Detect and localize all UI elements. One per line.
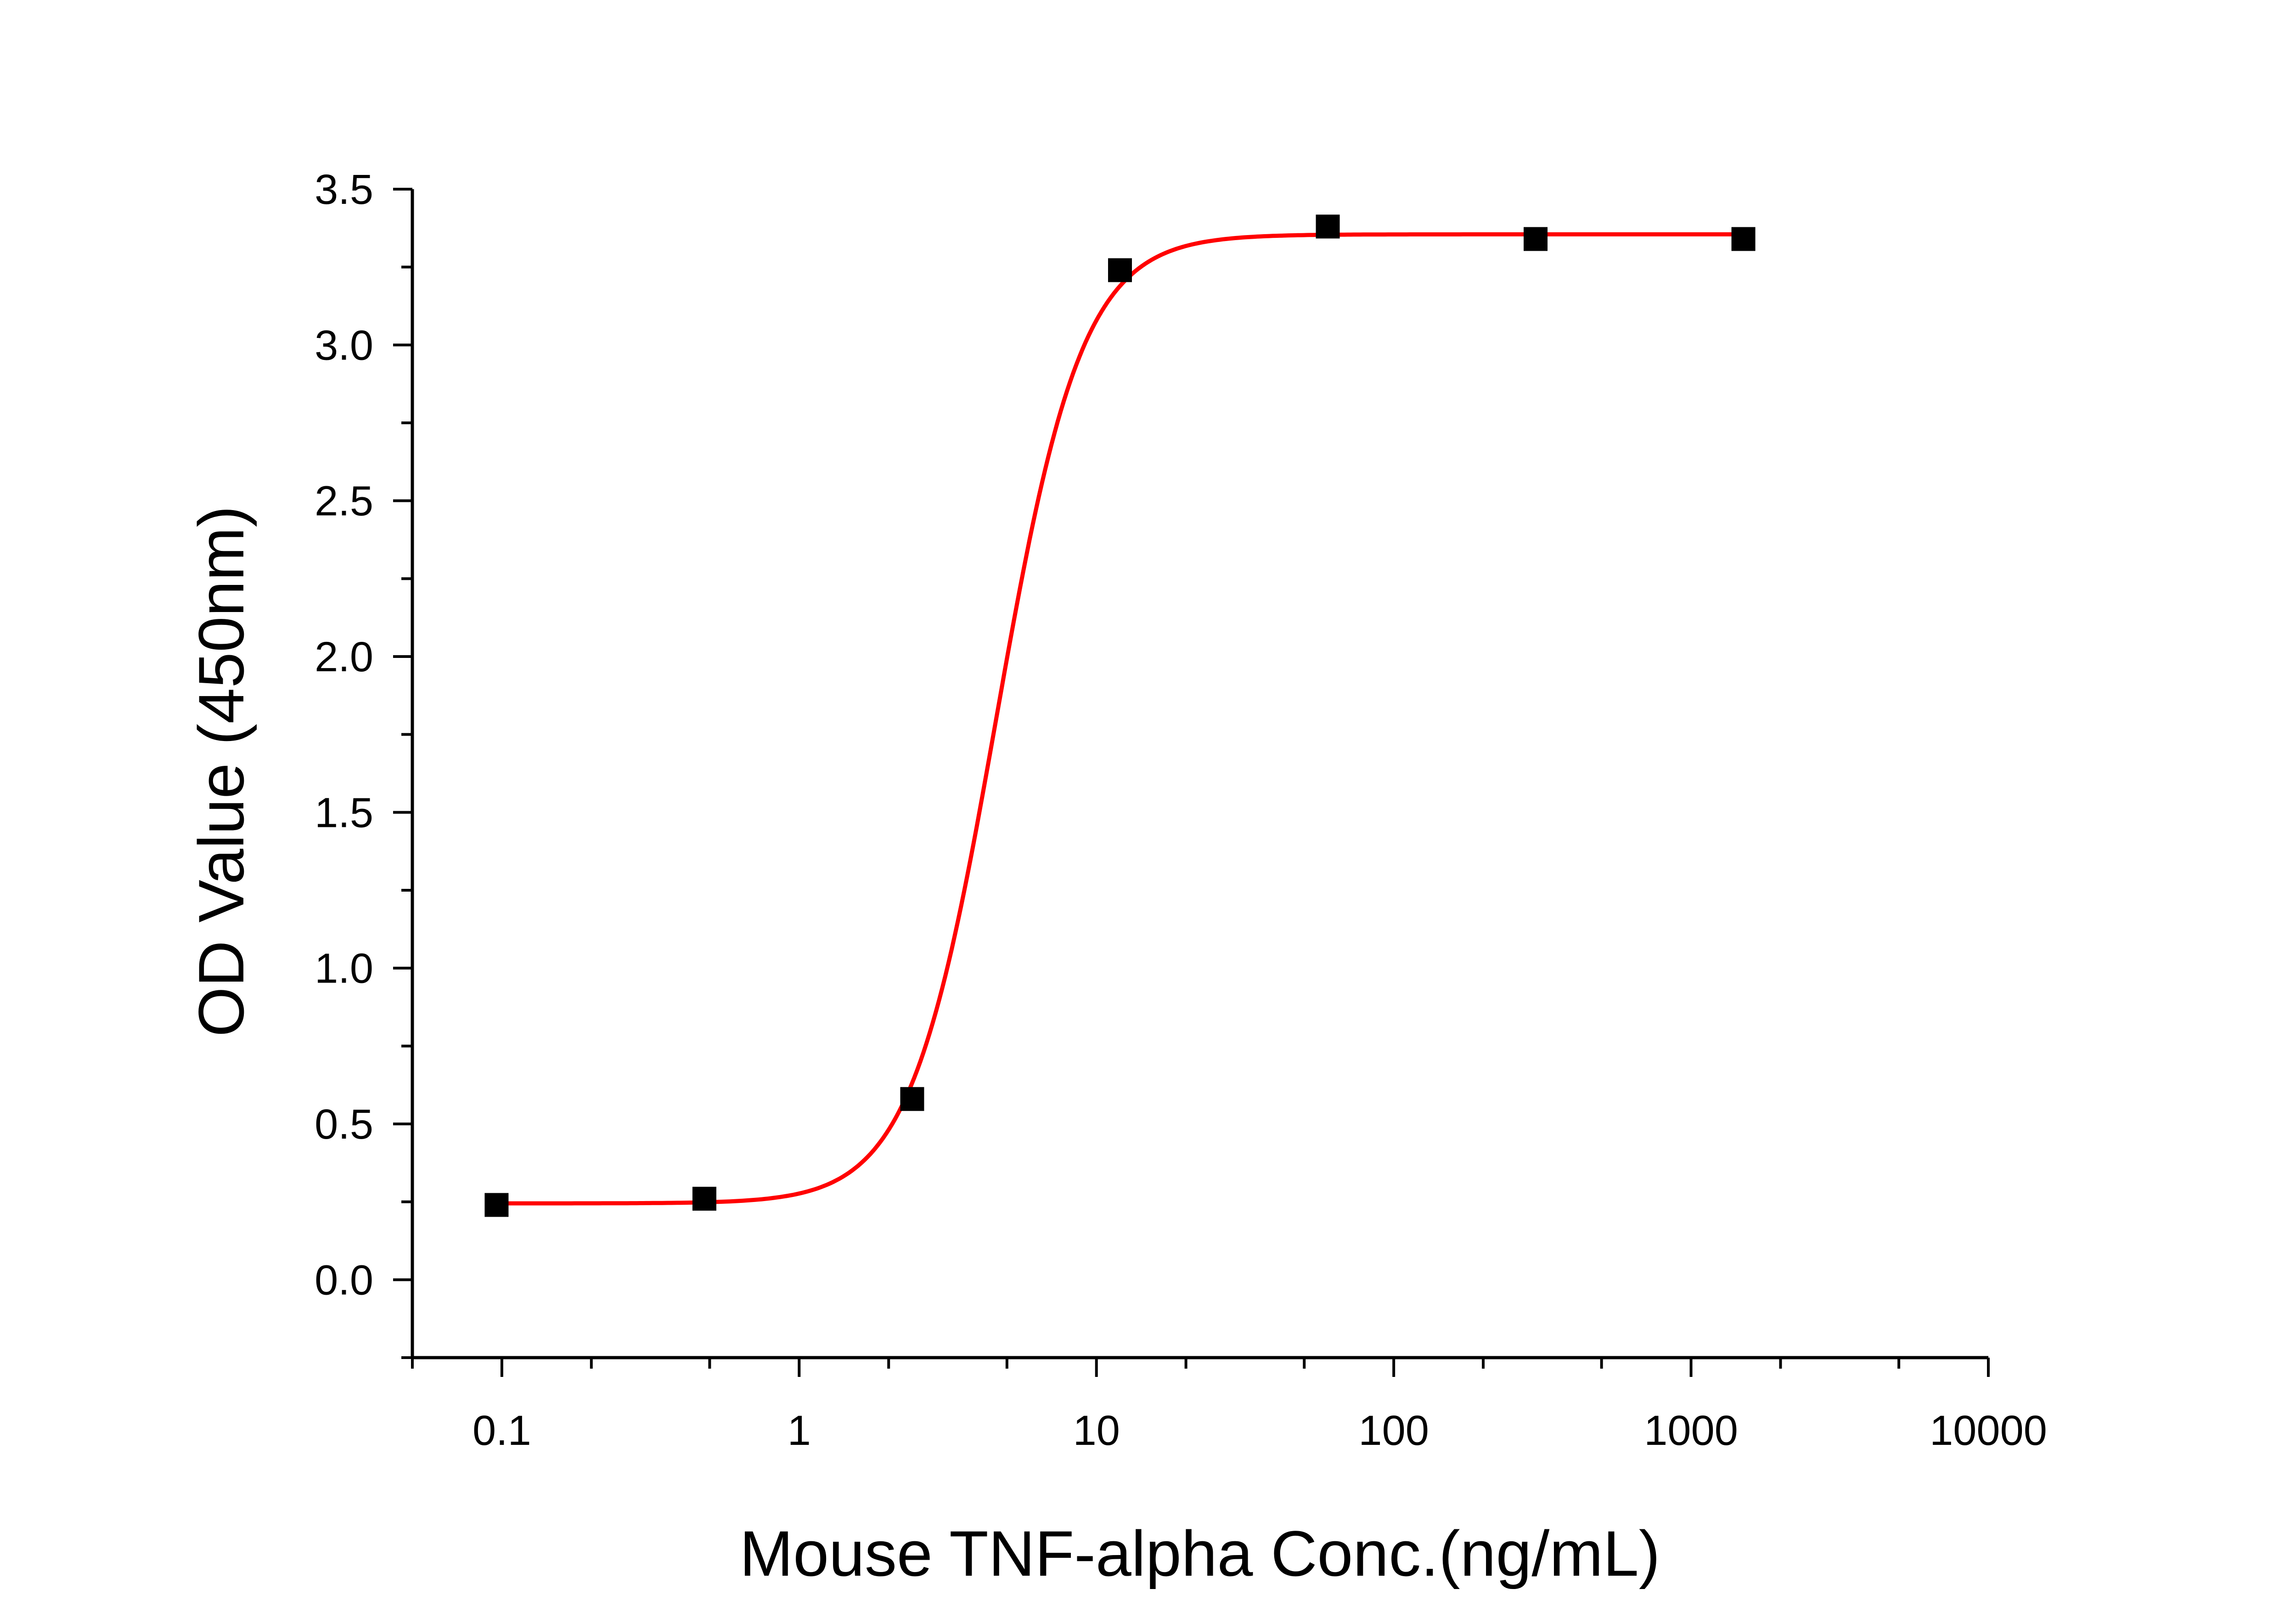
x-axis: 0.1 1 10 100 1000 10000 bbox=[411, 1356, 2047, 1454]
y-tick-label: 0.0 bbox=[315, 1257, 373, 1303]
y-tick-label: 1.0 bbox=[315, 945, 373, 992]
data-point bbox=[900, 1087, 924, 1111]
y-tick-label: 3.0 bbox=[315, 322, 373, 369]
x-tick-label: 10000 bbox=[1930, 1407, 2047, 1454]
data-point bbox=[692, 1186, 716, 1211]
data-point bbox=[1524, 227, 1548, 251]
x-axis-title: Mouse TNF-alpha Conc.(ng/mL) bbox=[740, 1517, 1660, 1589]
y-tick-label: 3.5 bbox=[315, 166, 373, 213]
data-point bbox=[1731, 227, 1756, 251]
fit-curve bbox=[496, 232, 1744, 1206]
x-tick-label: 0.1 bbox=[473, 1407, 531, 1454]
data-point bbox=[1108, 258, 1132, 282]
x-tick-label: 100 bbox=[1358, 1407, 1429, 1454]
data-point bbox=[1316, 214, 1340, 239]
y-tick-label: 2.5 bbox=[315, 478, 373, 525]
x-tick-label: 1000 bbox=[1644, 1407, 1738, 1454]
data-point bbox=[484, 1193, 509, 1217]
data-points bbox=[484, 214, 1756, 1217]
x-tick-label: 10 bbox=[1073, 1407, 1120, 1454]
y-tick-label: 2.0 bbox=[315, 634, 373, 680]
y-tick-label: 0.5 bbox=[315, 1101, 373, 1148]
y-axis-title: OD Value (450nm) bbox=[185, 506, 257, 1037]
y-axis: 0.0 0.5 1.0 1.5 2.0 2.5 3.0 3.5 bbox=[315, 166, 414, 1359]
y-tick-label: 1.5 bbox=[315, 789, 373, 836]
x-tick-label: 1 bbox=[788, 1407, 811, 1454]
